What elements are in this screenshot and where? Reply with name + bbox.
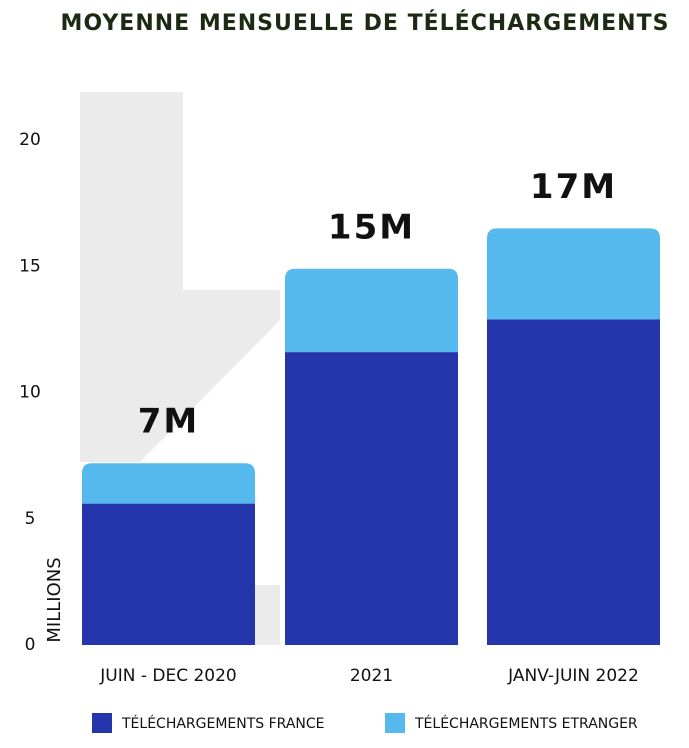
x-tick-label: 2021 — [350, 666, 393, 686]
bar-segment — [487, 319, 660, 645]
x-tick-label: JUIN - DEC 2020 — [99, 666, 237, 686]
y-tick-label: 15 — [19, 256, 41, 276]
x-tick-label: JANV-JUIN 2022 — [507, 666, 639, 686]
y-tick-label: 0 — [25, 635, 36, 655]
bar-segment — [82, 463, 255, 504]
y-tick-label: 20 — [19, 130, 41, 150]
legend-label: TÉLÉCHARGEMENTS ETRANGER — [414, 715, 638, 732]
legend-swatch — [385, 713, 405, 733]
y-axis-title: MILLIONS — [44, 557, 65, 642]
bar-segment — [82, 503, 255, 645]
y-tick-label: 10 — [19, 383, 41, 403]
background-shape — [255, 585, 280, 645]
total-label: 17M — [530, 167, 617, 207]
total-label: 15M — [328, 207, 415, 247]
bar-segment — [285, 352, 458, 645]
total-label: 7M — [138, 402, 200, 442]
legend-label: TÉLÉCHARGEMENTS FRANCE — [121, 715, 325, 732]
bar-segment — [487, 228, 660, 320]
bar-segment — [285, 268, 458, 353]
chart-title: MOYENNE MENSUELLE DE TÉLÉCHARGEMENTS — [61, 10, 670, 36]
legend-swatch — [92, 713, 112, 733]
background-shape — [80, 92, 280, 462]
y-tick-label: 5 — [25, 509, 36, 529]
